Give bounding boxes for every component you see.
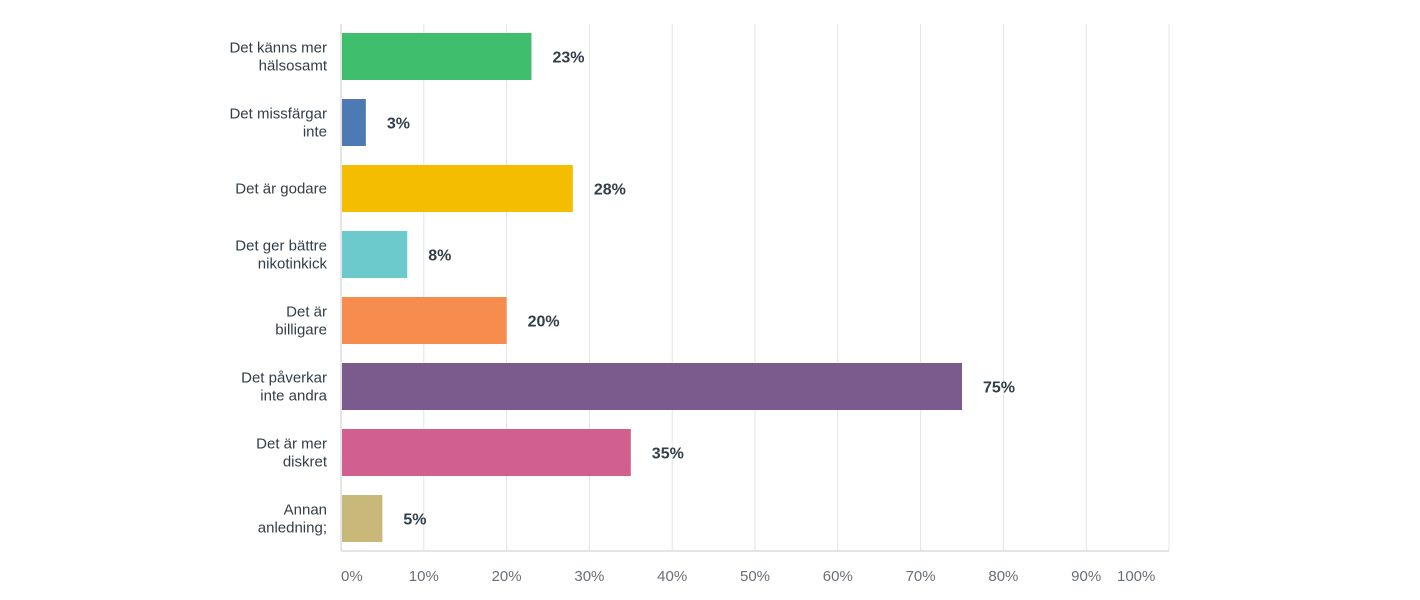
category-label: Det ger bättre nikotinkick xyxy=(235,238,327,273)
category-labels: Det känns mer hälsosamt Det missfärgar inte… xyxy=(229,40,327,537)
category-label: Det missfärgar inte xyxy=(229,106,327,141)
bar xyxy=(342,363,962,410)
x-tick-label: 100% xyxy=(1117,568,1155,585)
x-tick-label: 50% xyxy=(740,568,770,585)
grid-lines xyxy=(423,24,1170,551)
x-tick-label: 20% xyxy=(492,568,522,585)
category-label: Det påverkar inte andra xyxy=(241,370,328,405)
category-label: Det är mer diskret xyxy=(256,436,328,471)
category-label: Annan anledning; xyxy=(258,502,327,537)
axes xyxy=(340,24,1169,552)
x-tick-label: 90% xyxy=(1071,568,1101,585)
value-label: 35% xyxy=(652,446,684,463)
value-label: 5% xyxy=(403,512,426,529)
value-label: 28% xyxy=(594,182,626,199)
bars xyxy=(342,33,962,542)
bar xyxy=(342,231,408,278)
bar xyxy=(342,429,631,476)
value-label: 75% xyxy=(983,380,1015,397)
x-tick-label: 10% xyxy=(409,568,439,585)
value-label: 23% xyxy=(552,50,584,67)
bar xyxy=(342,165,573,212)
x-tick-label: 30% xyxy=(574,568,604,585)
value-label: 3% xyxy=(387,116,410,133)
bar xyxy=(342,495,383,542)
x-tick-label: 40% xyxy=(657,568,687,585)
category-label: Det är godare xyxy=(235,181,327,198)
x-tick-labels: 0% 10% 20% 30% 40% 50% 60% 70% 80% 90% 100% xyxy=(341,568,1155,585)
value-labels: 23% 3% 28% 8% 20% 75% 35% 5% xyxy=(387,50,1015,529)
bar xyxy=(342,297,507,344)
value-label: 8% xyxy=(428,248,451,265)
x-tick-label: 70% xyxy=(906,568,936,585)
x-tick-label: 0% xyxy=(341,568,363,585)
category-label: Det känns mer hälsosamt xyxy=(229,40,327,75)
category-label: Det är billigare xyxy=(275,304,327,339)
x-tick-label: 80% xyxy=(988,568,1018,585)
value-label: 20% xyxy=(528,314,560,331)
x-tick-label: 60% xyxy=(823,568,853,585)
bar xyxy=(342,33,532,80)
bar xyxy=(342,99,366,146)
